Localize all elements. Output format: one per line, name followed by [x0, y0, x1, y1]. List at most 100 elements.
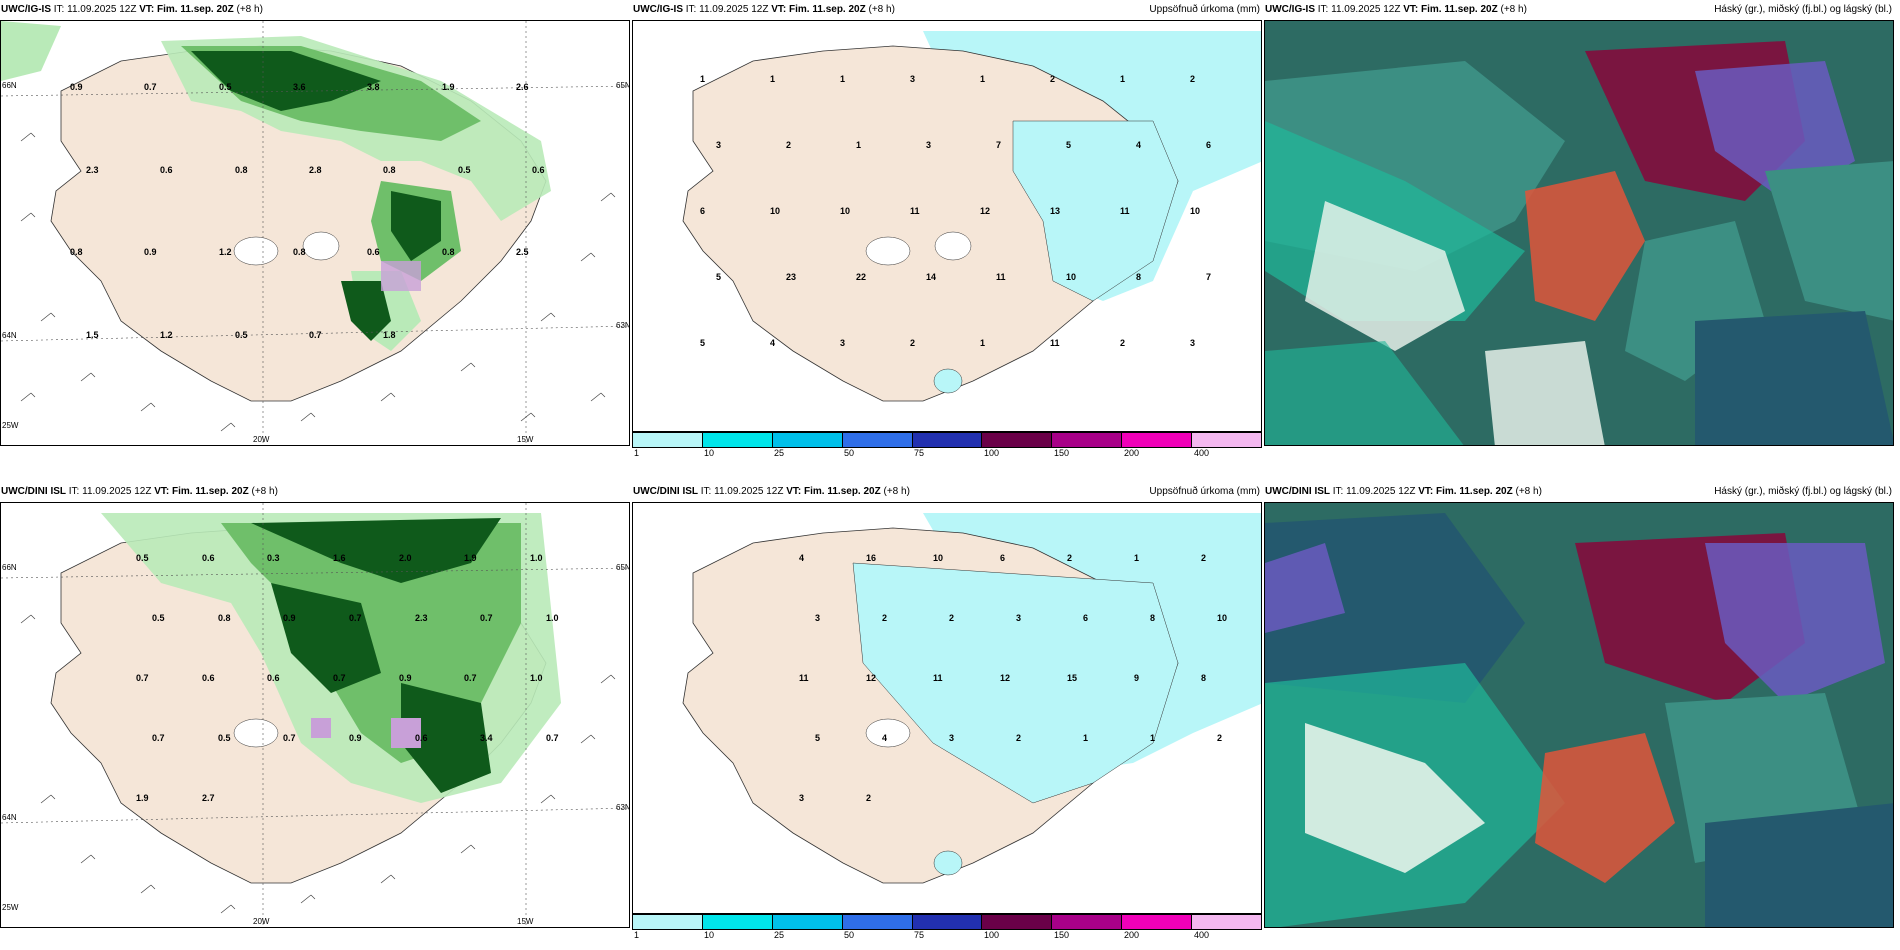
colorbar-tick-label: 400 — [1194, 930, 1210, 940]
colorbar-tick-label: 1 — [634, 448, 640, 458]
value-label: 0.6 — [532, 165, 545, 175]
value-label: 10 — [1217, 613, 1228, 623]
value-label: 11 — [799, 673, 809, 683]
wind-barbs — [20, 132, 616, 432]
value-label: 0.6 — [367, 247, 380, 257]
field-title: Uppsöfnuð úrkoma (mm) — [1149, 4, 1260, 15]
value-label: 3.4 — [480, 733, 493, 743]
value-label: 10 — [933, 553, 944, 563]
colorbar-segment — [633, 433, 703, 447]
value-label: 1 — [980, 338, 986, 348]
value-label: 2.0 — [399, 553, 412, 563]
value-label: 1 — [1120, 74, 1126, 84]
value-label: 2 — [1067, 553, 1073, 563]
field-title: Háský (gr.), miðský (fj.bl.) og lágský (… — [1714, 4, 1892, 15]
value-label: 2.6 — [516, 82, 529, 92]
value-label: 2 — [882, 613, 888, 623]
map-cloud-cover[interactable] — [1264, 20, 1894, 446]
panel-header: UWC/IG-IS IT: 11.09.2025 12Z VT: Fim. 11… — [633, 4, 1260, 15]
value-label: 1 — [840, 74, 846, 84]
value-label: 0.9 — [399, 673, 412, 683]
value-label: 2 — [949, 613, 955, 623]
value-label: 2 — [866, 793, 872, 803]
value-label: 0.7 — [349, 613, 362, 623]
map-accumulated-precip[interactable]: 4 16 10 6 2 1 2 3 2 2 3 6 8 10 11 12 11 12 15 9 8 5 4 3 2 1 1 2 3 2 — [632, 502, 1262, 914]
colorbar-segment — [842, 433, 913, 447]
value-label: 6 — [1083, 613, 1089, 623]
map-canvas — [1, 21, 629, 445]
map-precip-wind[interactable]: 0.9 0.7 0.5 3.6 3.8 1.9 2.6 2.3 0.6 0.8 2.8 0.8 0.5 0… — [0, 20, 630, 446]
colorbar-segment — [702, 433, 773, 447]
colorbar-segment — [633, 915, 703, 929]
value-label: 13 — [1050, 206, 1061, 216]
value-label: 1 — [700, 74, 706, 84]
value-label: 3 — [840, 338, 846, 348]
value-label: 11 — [1050, 338, 1060, 348]
value-label: 5 — [700, 338, 706, 348]
map-cloud-cover[interactable] — [1264, 502, 1894, 928]
value-label: 0.5 — [219, 82, 232, 92]
colorbar-segment — [912, 915, 983, 929]
value-label: 0.9 — [144, 247, 157, 257]
colorbar-segment — [772, 433, 843, 447]
value-label: 0.8 — [293, 247, 306, 257]
value-label: 16 — [866, 553, 877, 563]
value-label: 0.5 — [136, 553, 149, 563]
value-label: 11 — [996, 272, 1006, 282]
value-label: 12 — [980, 206, 991, 216]
map-accumulated-precip[interactable]: 1 1 1 3 1 2 1 2 3 2 1 3 7 5 4 6 6 10 10 11 12 13 11 10 5 23 22 14 11… — [632, 20, 1262, 432]
value-label: 10 — [840, 206, 851, 216]
colorbar-segment — [982, 433, 1053, 447]
lon-label: 15W — [517, 435, 534, 444]
value-label: 2.7 — [202, 793, 215, 803]
lat-label: 63N — [616, 321, 630, 330]
value-label: 3 — [949, 733, 955, 743]
value-label: 22 — [856, 272, 867, 282]
colorbar-tick-label: 25 — [774, 448, 785, 458]
value-label: 1.2 — [160, 330, 173, 340]
value-label: 3 — [815, 613, 821, 623]
value-label: 2 — [910, 338, 916, 348]
precip-shade-dark — [191, 51, 381, 111]
value-label: 7 — [996, 140, 1002, 150]
value-label: 2 — [1217, 733, 1223, 743]
value-label: 0.8 — [442, 247, 455, 257]
value-label: 10 — [1190, 206, 1201, 216]
value-label: 0.7 — [546, 733, 559, 743]
panel-header: UWC/IG-IS IT: 11.09.2025 12Z VT: Fim. 11… — [1265, 4, 1892, 15]
value-label: 2 — [1050, 74, 1056, 84]
colorbar-tick-label: 100 — [984, 448, 1000, 458]
value-label: 2 — [1190, 74, 1196, 84]
colorbar: 1 10 25 50 75 100 150 200 400 — [632, 432, 1262, 458]
colorbar-segment — [1052, 433, 1123, 447]
panel-top-right: UWC/IG-IS IT: 11.09.2025 12Z VT: Fim. 11… — [1264, 0, 1894, 462]
value-label: 10 — [770, 206, 781, 216]
value-label: 0.6 — [202, 553, 215, 563]
panel-top-left: UWC/IG-IS IT: 11.09.2025 12Z VT: Fim. 11… — [0, 0, 630, 462]
value-label: 0.6 — [415, 733, 428, 743]
value-label: 11 — [910, 206, 920, 216]
value-label: 0.7 — [309, 330, 322, 340]
model-name: UWC/IG-IS — [1, 4, 51, 15]
value-label: 12 — [1000, 673, 1011, 683]
panel-bot-right: UWC/DINI ISL IT: 11.09.2025 12Z VT: Fim.… — [1264, 482, 1894, 944]
valid-time: Fim. 11.sep. 20Z — [157, 4, 234, 15]
value-label: 0.5 — [458, 165, 471, 175]
value-label: 9 — [1134, 673, 1140, 683]
value-label: 5 — [1066, 140, 1072, 150]
value-label: 23 — [786, 272, 797, 282]
colorbar: 1 10 25 50 75 100 150 200 400 — [632, 914, 1262, 940]
value-label: 1 — [980, 74, 986, 84]
colorbar-tick-label: 150 — [1054, 930, 1070, 940]
value-label: 0.9 — [70, 82, 83, 92]
value-label: 1.9 — [442, 82, 455, 92]
value-label: 0.6 — [202, 673, 215, 683]
value-label: 0.5 — [152, 613, 165, 623]
colorbar-segment — [842, 915, 913, 929]
map-precip-wind[interactable]: 0.5 0.6 0.3 1.6 2.0 1.9 1.0 0.5 0.8 0.9 0.7 2.3 0.7 1… — [0, 502, 630, 928]
value-label: 6 — [1206, 140, 1212, 150]
value-label: 0.8 — [235, 165, 248, 175]
colorbar-tick-label: 10 — [704, 930, 715, 940]
value-label: 8 — [1150, 613, 1156, 623]
colorbar-tick-label: 75 — [914, 930, 925, 940]
